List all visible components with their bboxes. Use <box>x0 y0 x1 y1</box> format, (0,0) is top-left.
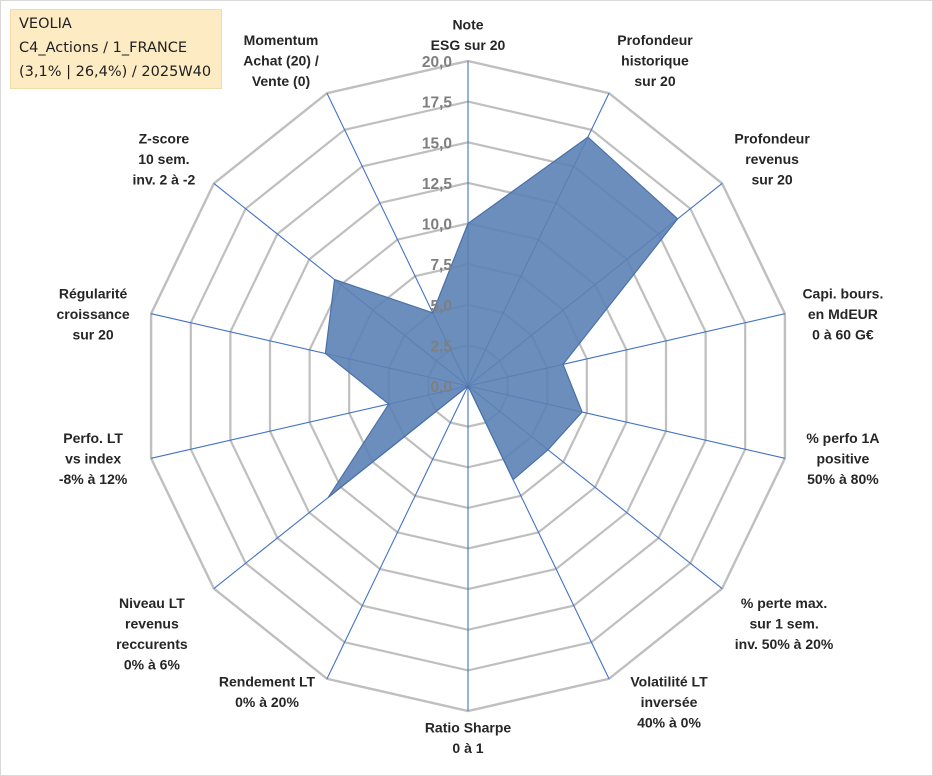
axis-label-7-line-0: Ratio Sharpe <box>425 720 512 736</box>
axis-label-13-line-1: Achat (20) / <box>243 53 319 69</box>
axis-label-10-line-2: -8% à 12% <box>59 471 128 487</box>
axis-label-0-line-0: Note <box>452 17 483 33</box>
axis-label-5-line-1: sur 1 sem. <box>749 616 818 632</box>
tick-label-6: 15,0 <box>422 135 452 152</box>
axis-label-12: Z-score 10 sem. inv. 2 à -2 <box>133 130 196 187</box>
axis-label-6-line-2: 40% à 0% <box>637 714 701 730</box>
axis-label-0-line-1: ESG sur 20 <box>431 37 506 53</box>
axis-spoke-8 <box>326 385 469 680</box>
axis-label-1-line-2: sur 20 <box>634 73 675 89</box>
axis-label-2-line-0: Profondeur <box>734 130 810 146</box>
axis-label-2-line-2: sur 20 <box>751 171 792 187</box>
axis-label-8: Rendement LT 0% à 20% <box>219 673 316 710</box>
axis-label-5: % perte max. sur 1 sem. inv. 50% à 20% <box>735 595 834 652</box>
axis-label-11-line-2: sur 20 <box>72 326 113 342</box>
axis-label-6-line-1: inversée <box>641 694 698 710</box>
tick-label-8: 20,0 <box>422 54 452 71</box>
info-box: VEOLIA C4_Actions / 1_FRANCE (3,1% | 26,… <box>10 9 222 89</box>
axis-label-3-line-1: en MdEUR <box>808 306 878 322</box>
info-line-period: (3,1% | 26,4%) / 2025W40 <box>19 64 212 80</box>
tick-label-2: 5,0 <box>430 298 452 315</box>
axis-label-9-line-2: reccurents <box>116 636 188 652</box>
axis-label-11-line-0: Régularité <box>59 285 128 301</box>
axis-label-13: Momentum Achat (20) / Vente (0) <box>243 32 319 89</box>
axis-label-1: Profondeur historique sur 20 <box>617 32 693 89</box>
axis-label-6: Volatilité LT inversée 40% à 0% <box>630 673 708 730</box>
axis-label-8-line-1: 0% à 20% <box>235 694 299 710</box>
axis-label-10-line-1: vs index <box>65 451 121 467</box>
axis-label-13-line-0: Momentum <box>244 32 319 48</box>
axis-label-8-line-0: Rendement LT <box>219 673 316 689</box>
axis-label-12-line-0: Z-score <box>139 130 190 146</box>
axis-label-9-line-0: Niveau LT <box>119 595 185 611</box>
axis-label-11-line-1: croissance <box>57 306 130 322</box>
axis-label-13-line-2: Vente (0) <box>252 73 310 89</box>
series-layer <box>324 136 679 498</box>
axis-label-2-line-1: revenus <box>745 151 799 167</box>
axis-label-12-line-1: 10 sem. <box>138 151 189 167</box>
axis-label-1-line-0: Profondeur <box>617 32 693 48</box>
axis-label-11: Régularité croissance sur 20 <box>57 285 130 342</box>
axis-label-6-line-0: Volatilité LT <box>630 673 708 689</box>
axis-label-4: % perfo 1A positive 50% à 80% <box>806 430 879 487</box>
tick-label-4: 10,0 <box>422 217 452 234</box>
axis-label-3-line-0: Capi. bours. <box>802 285 883 301</box>
axis-label-4-line-0: % perfo 1A <box>806 430 879 446</box>
axis-label-7-line-1: 0 à 1 <box>452 740 483 756</box>
axis-label-12-line-2: inv. 2 à -2 <box>133 171 196 187</box>
tick-label-7: 17,5 <box>422 95 453 112</box>
axis-label-9-line-3: 0% à 6% <box>124 657 181 673</box>
axis-label-7: Ratio Sharpe 0 à 1 <box>425 720 512 757</box>
tick-label-0: 0,0 <box>430 379 452 396</box>
axis-label-9-line-1: revenus <box>125 616 179 632</box>
axis-label-0: Note ESG sur 20 <box>431 17 506 54</box>
axis-label-9: Niveau LT revenus reccurents 0% à 6% <box>116 595 188 673</box>
axis-label-10-line-0: Perfo. LT <box>63 430 123 446</box>
axis-label-3-line-2: 0 à 60 G€ <box>812 326 874 342</box>
axis-label-3: Capi. bours. en MdEUR 0 à 60 G€ <box>802 285 883 342</box>
tick-label-5: 12,5 <box>422 176 453 193</box>
tick-layer: 0,0 2,5 5,0 7,5 10,0 12,5 15,0 17,5 20,0 <box>422 54 453 396</box>
axis-label-4-line-1: positive <box>816 451 869 467</box>
info-line-category: C4_Actions / 1_FRANCE <box>19 40 188 56</box>
axis-label-1-line-1: historique <box>621 53 689 69</box>
tick-label-3: 7,5 <box>430 257 452 274</box>
axis-label-5-line-2: inv. 50% à 20% <box>735 636 834 652</box>
series-area-0 <box>324 136 679 498</box>
info-line-company: VEOLIA <box>19 16 72 32</box>
axis-label-4-line-2: 50% à 80% <box>807 471 879 487</box>
label-layer: Note ESG sur 20 Profondeur historique sur 20… <box>57 17 884 757</box>
axis-label-5-line-0: % perte max. <box>741 595 827 611</box>
tick-label-1: 2,5 <box>430 338 452 355</box>
axis-label-10: Perfo. LT vs index -8% à 12% <box>59 430 128 487</box>
axis-label-2: Profondeur revenus sur 20 <box>734 130 810 187</box>
